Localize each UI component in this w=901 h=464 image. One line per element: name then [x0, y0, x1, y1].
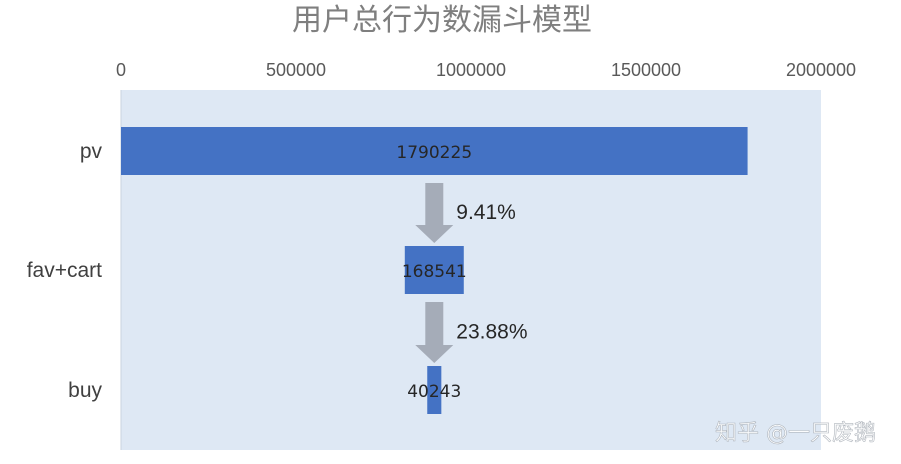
data-label: 168541: [402, 262, 467, 282]
chart-title: 用户总行为数漏斗模型: [292, 3, 592, 38]
category-label: fav+cart: [27, 259, 102, 282]
x-tick-label: 2000000: [786, 60, 856, 80]
watermark-text: 知乎 @一只废鹅: [715, 421, 876, 446]
x-tick-label: 500000: [266, 60, 326, 80]
category-label: pv: [80, 140, 103, 163]
data-label: 40243: [407, 382, 461, 402]
x-tick-label: 1000000: [436, 60, 506, 80]
category-label: buy: [68, 379, 102, 402]
conversion-rate-label: 23.88%: [456, 321, 527, 344]
x-tick-label: 0: [116, 60, 126, 80]
conversion-rate-label: 9.41%: [456, 201, 516, 224]
x-tick-label: 1500000: [611, 60, 681, 80]
data-label: 1790225: [396, 143, 472, 163]
